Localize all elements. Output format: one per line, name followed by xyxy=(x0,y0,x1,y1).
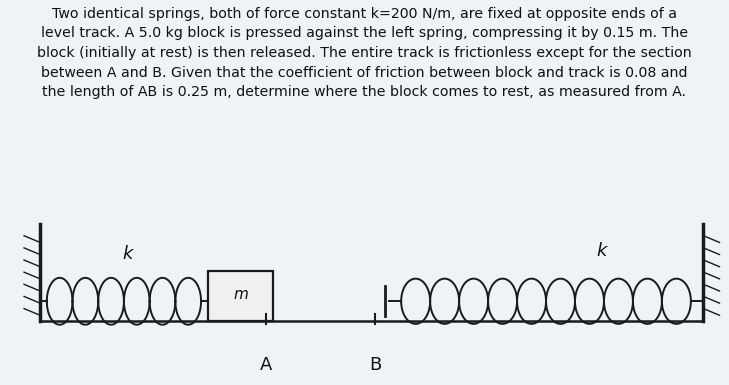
Text: k: k xyxy=(122,245,133,263)
Text: m: m xyxy=(233,287,248,302)
Text: A: A xyxy=(260,356,272,374)
Text: k: k xyxy=(596,242,607,260)
Bar xyxy=(208,271,273,321)
Text: Two identical springs, both of force constant k=200 N/m, are fixed at opposite e: Two identical springs, both of force con… xyxy=(37,7,692,99)
Text: B: B xyxy=(370,356,381,374)
